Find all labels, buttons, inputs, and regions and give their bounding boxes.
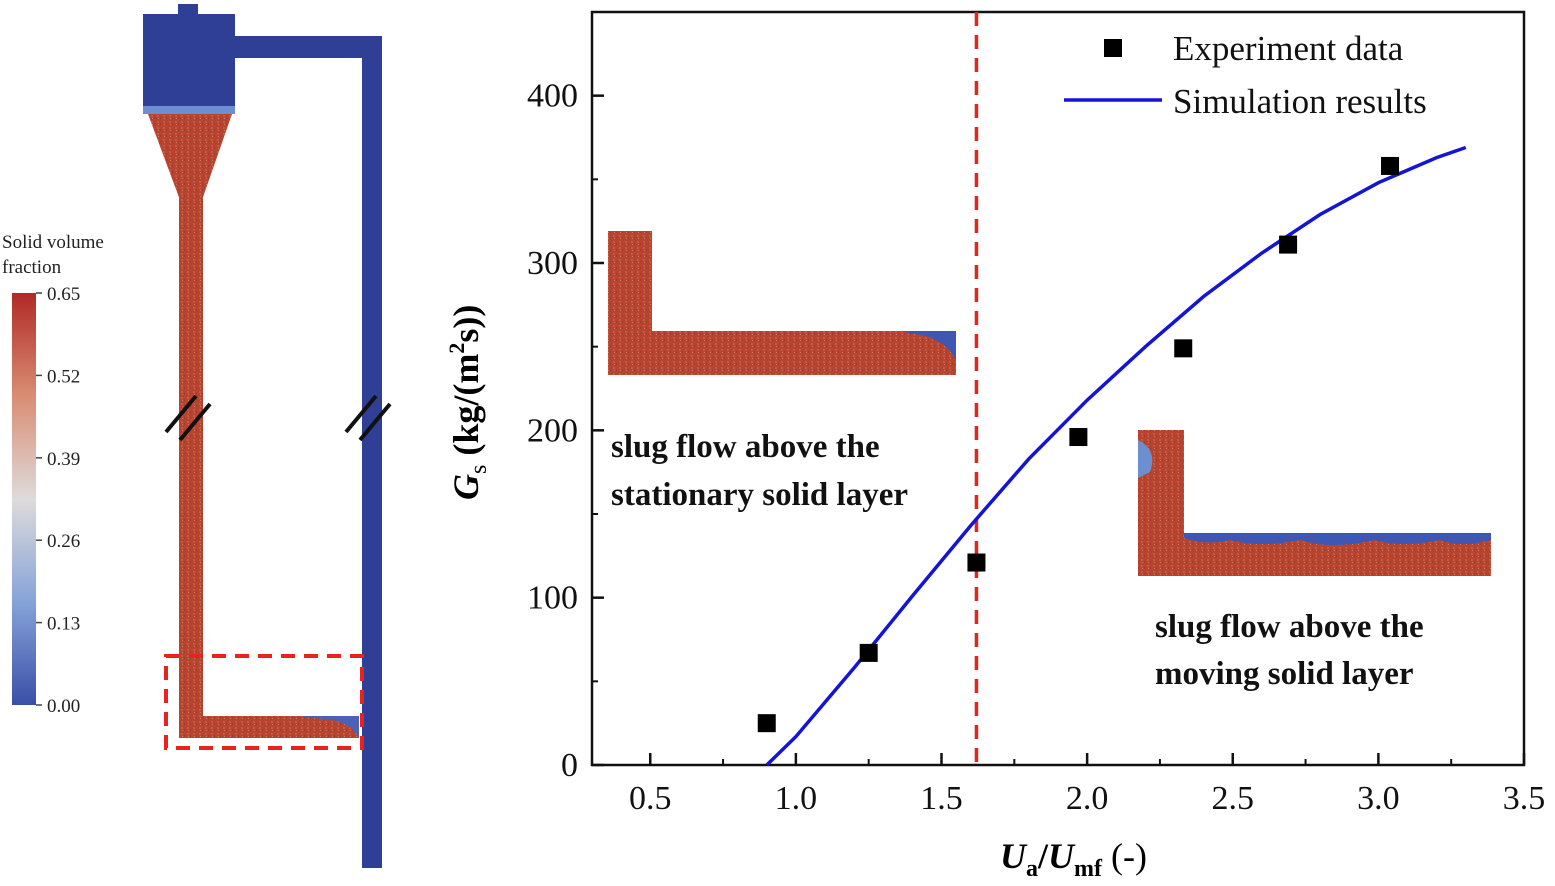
legend-marker-experiment: [1104, 39, 1122, 57]
break-marks: [164, 394, 392, 442]
plot-frame: [590, 10, 1526, 767]
y-tick-label: 400: [527, 78, 578, 115]
inset-stationary: [608, 231, 956, 375]
x-tick-label: 2.5: [1212, 780, 1255, 817]
y-tick-label: 100: [527, 580, 578, 617]
colorbar-tick-label: 0.00: [47, 696, 80, 717]
annotation-right-2: moving solid layer: [1155, 656, 1414, 692]
colorbar-tick-label: 0.65: [47, 284, 80, 305]
colorbar-tick-label: 0.13: [47, 614, 80, 635]
experiment-point: [967, 553, 986, 572]
experiment-point: [1069, 428, 1088, 447]
x-tick-label: 1.0: [775, 780, 818, 817]
experiment-point: [859, 643, 878, 662]
colorbar-ticks: 0.65 0.52 0.39 0.26 0.13 0.00: [36, 284, 80, 717]
experiment-point: [1174, 339, 1193, 358]
colorbar-title-2: fraction: [2, 257, 62, 278]
colorbar-gradient: [12, 293, 36, 705]
x-tick-label: 2.0: [1066, 780, 1109, 817]
x-tick-label: 1.5: [920, 780, 963, 817]
x-tick-label: 0.5: [629, 780, 672, 817]
colorbar-tick-label: 0.52: [47, 366, 80, 387]
legend-label-simulation: Simulation results: [1173, 82, 1427, 121]
annotation-right-1: slug flow above the: [1155, 609, 1424, 645]
hopper-nozzle: [178, 4, 198, 16]
inset-moving: [1138, 430, 1491, 576]
x-axis-ticks: 0.5 1.0 1.5 2.0 2.5 3.0 3.5: [629, 753, 1545, 817]
chart: 0 100 200 300 400 0.5 1.0 1.5 2.0 2.5 3.0 3.5 slug…: [444, 10, 1545, 882]
annotation-left-1: slug flow above the: [611, 429, 880, 465]
x-axis-title: Ua/Umf (-): [1000, 836, 1147, 882]
horizontal-leg: [179, 716, 359, 738]
y-tick-label: 0: [561, 747, 578, 784]
annotation-left-2: stationary solid layer: [611, 477, 908, 513]
legend: Experiment data Simulation results: [1064, 29, 1427, 121]
experiment-point: [757, 714, 776, 733]
y-tick-label: 300: [527, 245, 578, 282]
x-tick-label: 3.5: [1503, 780, 1546, 817]
y-tick-label: 200: [527, 412, 578, 449]
colorbar-tick-label: 0.26: [47, 531, 80, 552]
experiment-points: [757, 156, 1400, 733]
apparatus-diagram: [143, 4, 392, 868]
highlight-box: [164, 654, 364, 750]
return-pipe-top: [232, 36, 382, 58]
colorbar: Solid volume fraction 0.650.520.390.260.…: [2, 232, 104, 717]
y-axis-title: Gs (kg/(m2s)): [444, 305, 492, 500]
y-axis-ticks: 0 100 200 300 400: [527, 78, 604, 784]
hopper-body: [143, 14, 235, 114]
experiment-point: [1279, 235, 1298, 254]
legend-label-experiment: Experiment data: [1173, 29, 1404, 68]
hopper-cone: [148, 114, 232, 200]
x-tick-label: 3.0: [1357, 780, 1400, 817]
colorbar-tick-label: 0.39: [47, 449, 80, 470]
colorbar-title-1: Solid volume: [2, 232, 104, 253]
standpipe: [179, 198, 203, 720]
experiment-point: [1381, 156, 1400, 175]
return-pipe-vertical: [362, 36, 382, 868]
